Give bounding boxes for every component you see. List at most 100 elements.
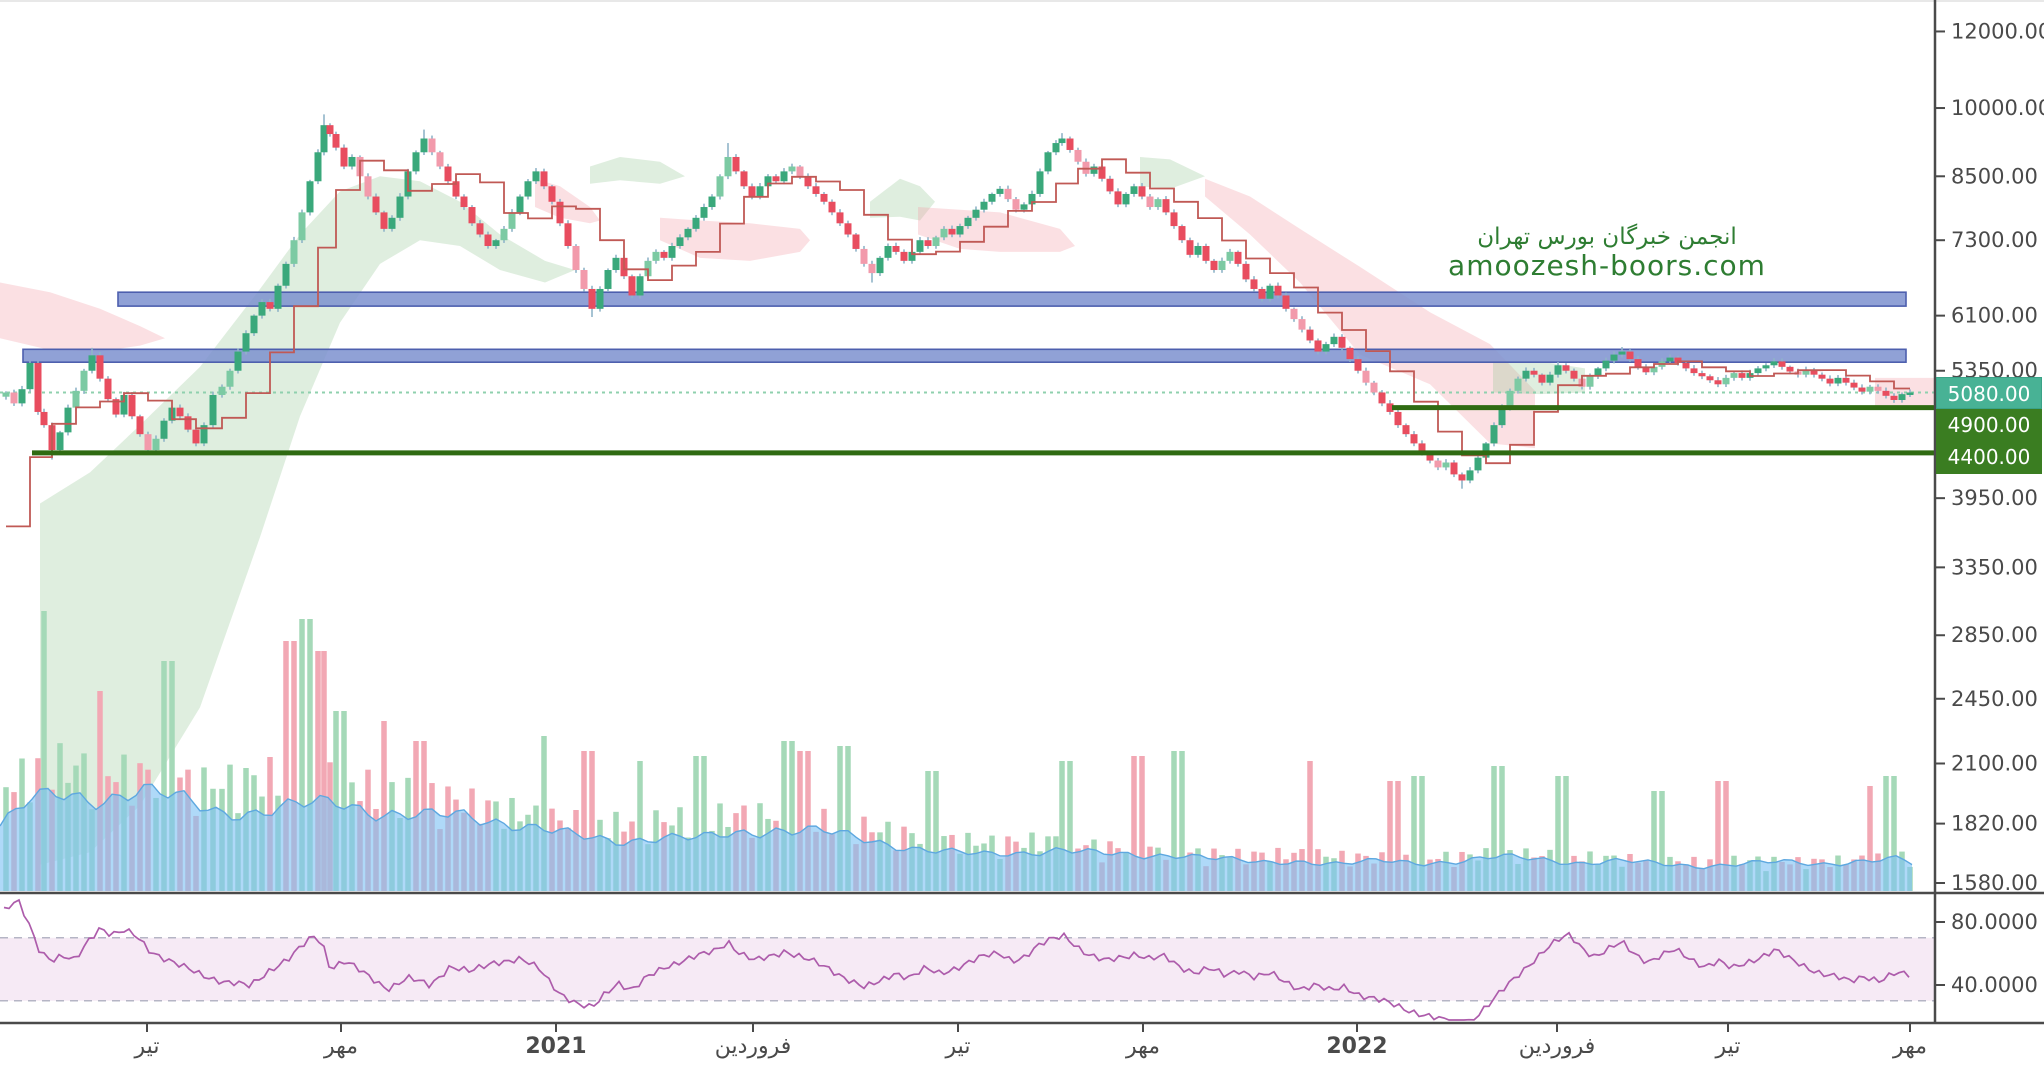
candle-body bbox=[1490, 425, 1498, 444]
candle-body bbox=[1370, 382, 1378, 393]
candle-body bbox=[1834, 377, 1842, 384]
candle-body bbox=[1202, 246, 1210, 261]
volume-bar bbox=[1651, 791, 1657, 891]
candle-body bbox=[516, 196, 524, 213]
volume-bar bbox=[1059, 761, 1065, 891]
candle-body bbox=[428, 138, 436, 153]
volume-bar bbox=[1491, 766, 1497, 891]
candle-body bbox=[1706, 376, 1714, 381]
candle-body bbox=[468, 207, 476, 224]
candle-body bbox=[1690, 368, 1698, 374]
volume-bar bbox=[97, 691, 103, 891]
candle-body bbox=[1258, 288, 1266, 299]
candle-body bbox=[548, 186, 556, 202]
candle-body bbox=[748, 186, 756, 197]
candle-body bbox=[492, 240, 500, 247]
candle-body bbox=[234, 351, 242, 371]
candle-body bbox=[1554, 365, 1562, 375]
candle-body bbox=[1322, 344, 1330, 352]
volume-bar bbox=[1723, 781, 1729, 891]
volume-bar bbox=[1419, 776, 1425, 891]
y-axis-tick-label: 6100.00 bbox=[1951, 304, 2038, 328]
candle-body bbox=[1434, 460, 1442, 468]
volume-bar bbox=[1555, 776, 1561, 891]
candle-body bbox=[1210, 260, 1218, 271]
support-price-label-4400: 4400.00 bbox=[1936, 441, 2042, 474]
candle-body bbox=[700, 207, 708, 218]
candle-body bbox=[1306, 329, 1314, 341]
candle-body bbox=[1810, 369, 1818, 375]
rsi-axis-label: 40.0000 bbox=[1951, 973, 2038, 997]
volume-bar bbox=[589, 751, 595, 891]
volume-bar bbox=[41, 611, 47, 891]
candle-body bbox=[572, 246, 580, 271]
candle-body bbox=[676, 237, 684, 247]
candle-body bbox=[708, 196, 716, 208]
candle-body bbox=[924, 240, 932, 247]
candle-body bbox=[636, 276, 644, 296]
volume-bar bbox=[1131, 756, 1137, 891]
candle-body bbox=[1020, 204, 1028, 210]
candle-body bbox=[524, 181, 532, 197]
candle-body bbox=[332, 134, 340, 148]
candle-body bbox=[1250, 279, 1258, 289]
y-axis-tick-label: 1820.00 bbox=[1951, 812, 2038, 836]
supply-zones bbox=[22, 291, 1907, 363]
candle-body bbox=[218, 386, 226, 395]
candle-body bbox=[1402, 425, 1410, 435]
candle-body bbox=[804, 176, 812, 187]
volume-bar bbox=[1179, 751, 1185, 891]
candle-body bbox=[1570, 370, 1578, 379]
candle-body bbox=[96, 355, 104, 379]
candle-body bbox=[540, 171, 548, 187]
volume-bar bbox=[581, 751, 587, 891]
candle-body bbox=[1634, 359, 1642, 367]
candle-body bbox=[1714, 380, 1722, 385]
candle-body bbox=[500, 228, 508, 241]
candle-body bbox=[1052, 143, 1060, 153]
candle-body bbox=[226, 370, 234, 387]
candle-body bbox=[348, 156, 356, 167]
candle-body bbox=[452, 181, 460, 197]
candle-body bbox=[1610, 354, 1618, 361]
candle-body bbox=[26, 362, 34, 390]
y-axis-tick-label: 3950.00 bbox=[1951, 486, 2038, 510]
cloud-green bbox=[870, 178, 935, 221]
candle-body bbox=[298, 212, 306, 241]
candle-body bbox=[1522, 370, 1530, 379]
candle-body bbox=[1194, 246, 1202, 255]
volume-bar bbox=[1411, 776, 1417, 891]
volume-bar bbox=[315, 651, 321, 891]
candle-body bbox=[1274, 285, 1282, 296]
candle-body bbox=[508, 212, 516, 229]
candle-body bbox=[104, 378, 112, 400]
candle-body bbox=[1146, 196, 1154, 208]
candle-body bbox=[652, 251, 660, 261]
candle-body bbox=[1186, 240, 1194, 255]
volume-bar bbox=[291, 641, 297, 891]
candle-body bbox=[1282, 295, 1290, 309]
rsi-band bbox=[0, 937, 1935, 1001]
volume-bar bbox=[1891, 776, 1897, 891]
candle-body bbox=[128, 394, 136, 417]
candle-body bbox=[612, 257, 620, 271]
volume-bar bbox=[925, 771, 931, 891]
candle-body bbox=[1418, 443, 1426, 453]
candle-body bbox=[1114, 191, 1122, 205]
candle-body bbox=[1530, 370, 1538, 375]
candle-body bbox=[112, 399, 120, 415]
candle-body bbox=[868, 263, 876, 274]
candle-body bbox=[1754, 368, 1762, 374]
candle-body bbox=[588, 288, 596, 309]
candle-body bbox=[1858, 387, 1866, 392]
y-axis-tick-label: 3350.00 bbox=[1951, 555, 2038, 579]
candle-body bbox=[1586, 376, 1594, 387]
candle-body bbox=[1242, 263, 1250, 280]
candle-body bbox=[1090, 166, 1098, 174]
candle-body bbox=[1618, 351, 1626, 355]
candle-body bbox=[484, 234, 492, 247]
candle-body bbox=[1426, 452, 1434, 461]
candle-body bbox=[1674, 357, 1682, 363]
candle-body bbox=[340, 147, 348, 167]
